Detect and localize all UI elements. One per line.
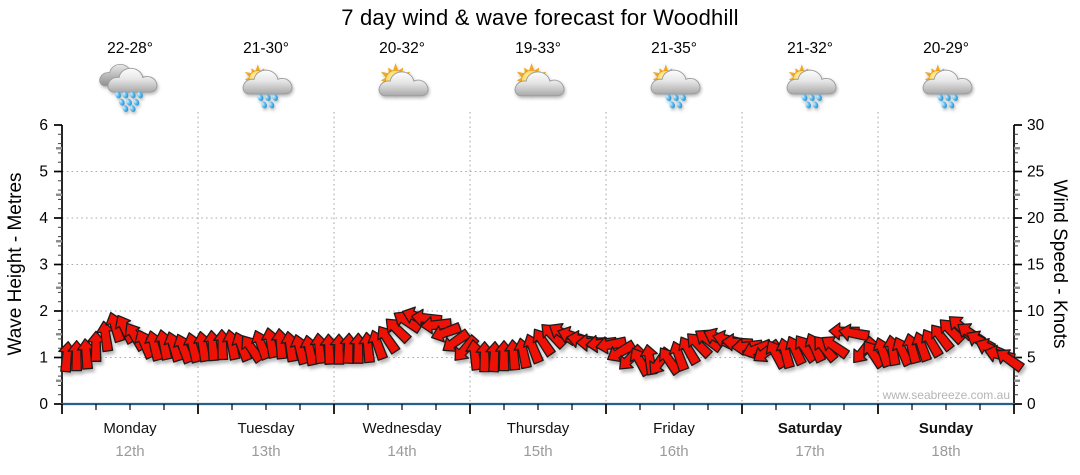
- icon-box-sunday: [878, 59, 1014, 117]
- day-name-wednesday: Wednesday: [362, 420, 442, 437]
- weather-icon-sun-cloud: [514, 62, 565, 98]
- left-tick-label: 4: [39, 210, 48, 227]
- raindrop-icon: [115, 90, 121, 98]
- day-date-sunday: 18th: [931, 443, 961, 460]
- temp-range-monday: 22-28°: [107, 40, 153, 57]
- wind-arrow: [420, 316, 453, 335]
- day-date-tuesday: 13th: [251, 443, 281, 460]
- cloud-icon: [922, 69, 973, 94]
- raindrop-icon: [812, 100, 819, 108]
- cloud-icon: [514, 71, 565, 96]
- raindrop-icon: [133, 98, 140, 106]
- day-name-tuesday: Tuesday: [237, 420, 295, 437]
- icon-box-saturday: [742, 59, 878, 117]
- raindrop-icon: [676, 100, 683, 108]
- day-date-thursday: 15th: [523, 443, 553, 460]
- icon-box-friday: [606, 59, 742, 117]
- wind-arrow: [430, 322, 463, 343]
- day-name-sunday: Sunday: [918, 420, 974, 437]
- icon-box-wednesday: [334, 59, 470, 117]
- raindrop-icon: [816, 93, 822, 101]
- raindrop-icon: [268, 100, 275, 108]
- raindrop-icon: [941, 100, 947, 108]
- temp-range-wednesday: 20-32°: [379, 40, 425, 57]
- left-tick-label: 1: [39, 350, 48, 367]
- left-tick-label: 3: [39, 257, 48, 274]
- raindrop-icon: [261, 100, 267, 108]
- day-date-monday: 12th: [115, 443, 145, 460]
- right-tick-label: 25: [1027, 164, 1044, 181]
- cloud-icon: [378, 71, 429, 96]
- temp-range-tuesday: 21-30°: [243, 40, 289, 57]
- weather-icon-sun-cloud: [378, 62, 429, 98]
- cloud-icon: [107, 67, 158, 93]
- right-tick-label: 10: [1027, 303, 1045, 320]
- day-name-friday: Friday: [653, 420, 695, 437]
- raindrop-icon: [948, 100, 955, 108]
- raindrop-icon: [118, 98, 125, 106]
- day-date-saturday: 17th: [795, 443, 825, 460]
- wind-arrow-series: [58, 306, 1025, 378]
- raindrop-icon: [126, 98, 132, 106]
- left-tick-label: 0: [39, 396, 48, 413]
- temp-range-saturday: 21-32°: [787, 40, 833, 57]
- right-tick-label: 20: [1027, 210, 1045, 227]
- wind-arrow: [996, 349, 1025, 373]
- raindrop-icon: [129, 90, 136, 98]
- left-tick-label: 5: [39, 164, 48, 181]
- temp-range-sunday: 20-29°: [923, 40, 969, 57]
- cloud-icon: [786, 69, 837, 94]
- weather-icon-rain: [99, 63, 158, 112]
- raindrop-icon: [272, 93, 278, 101]
- left-axis-title: Wave Height - Metres: [5, 172, 26, 356]
- raindrop-icon: [673, 93, 679, 101]
- weather-icon-sun-cloud-rain: [650, 63, 701, 108]
- day-date-friday: 16th: [659, 443, 689, 460]
- raindrop-icon: [801, 93, 808, 101]
- page-title: 7 day wind & wave forecast for Woodhill: [341, 5, 739, 30]
- raindrop-icon: [129, 104, 136, 112]
- raindrop-icon: [257, 93, 264, 101]
- weather-icon-sun-cloud-rain: [786, 63, 837, 108]
- day-date-wednesday: 14th: [387, 443, 417, 460]
- watermark: www.seabreeze.com.au: [882, 388, 1010, 402]
- raindrop-icon: [680, 93, 686, 101]
- cloud-icon: [242, 69, 293, 94]
- raindrop-icon: [809, 93, 815, 101]
- icon-box-tuesday: [198, 59, 334, 117]
- weather-icon-sun-cloud-rain: [922, 63, 973, 108]
- right-tick-label: 30: [1027, 117, 1045, 134]
- right-tick-label: 5: [1027, 350, 1036, 367]
- temp-range-thursday: 19-33°: [515, 40, 561, 57]
- right-axis-title: Wind Speed - Knots: [1049, 179, 1070, 349]
- left-tick-label: 2: [39, 303, 48, 320]
- right-tick-label: 15: [1027, 257, 1044, 274]
- right-tick-label: 0: [1027, 396, 1036, 413]
- raindrop-icon: [265, 93, 271, 101]
- wind-arrow: [838, 323, 870, 342]
- raindrop-icon: [122, 104, 129, 112]
- raindrop-icon: [937, 93, 944, 101]
- raindrop-icon: [952, 93, 958, 101]
- raindrop-icon: [805, 100, 811, 108]
- left-tick-label: 6: [39, 117, 48, 134]
- raindrop-icon: [669, 100, 675, 108]
- raindrop-icon: [945, 93, 951, 101]
- icon-box-thursday: [470, 59, 606, 117]
- raindrop-icon: [665, 93, 672, 101]
- weather-icon-sun-cloud-rain: [242, 63, 293, 108]
- day-name-thursday: Thursday: [506, 420, 570, 437]
- icon-box-monday: [62, 59, 198, 117]
- day-name-monday: Monday: [103, 420, 157, 437]
- cloud-icon: [650, 69, 701, 94]
- wind-arrow: [595, 336, 628, 355]
- temp-range-friday: 21-35°: [651, 40, 697, 57]
- wind-arrow: [821, 336, 850, 360]
- raindrop-icon: [137, 90, 143, 98]
- day-name-saturday: Saturday: [777, 420, 843, 437]
- raindrop-icon: [122, 90, 129, 98]
